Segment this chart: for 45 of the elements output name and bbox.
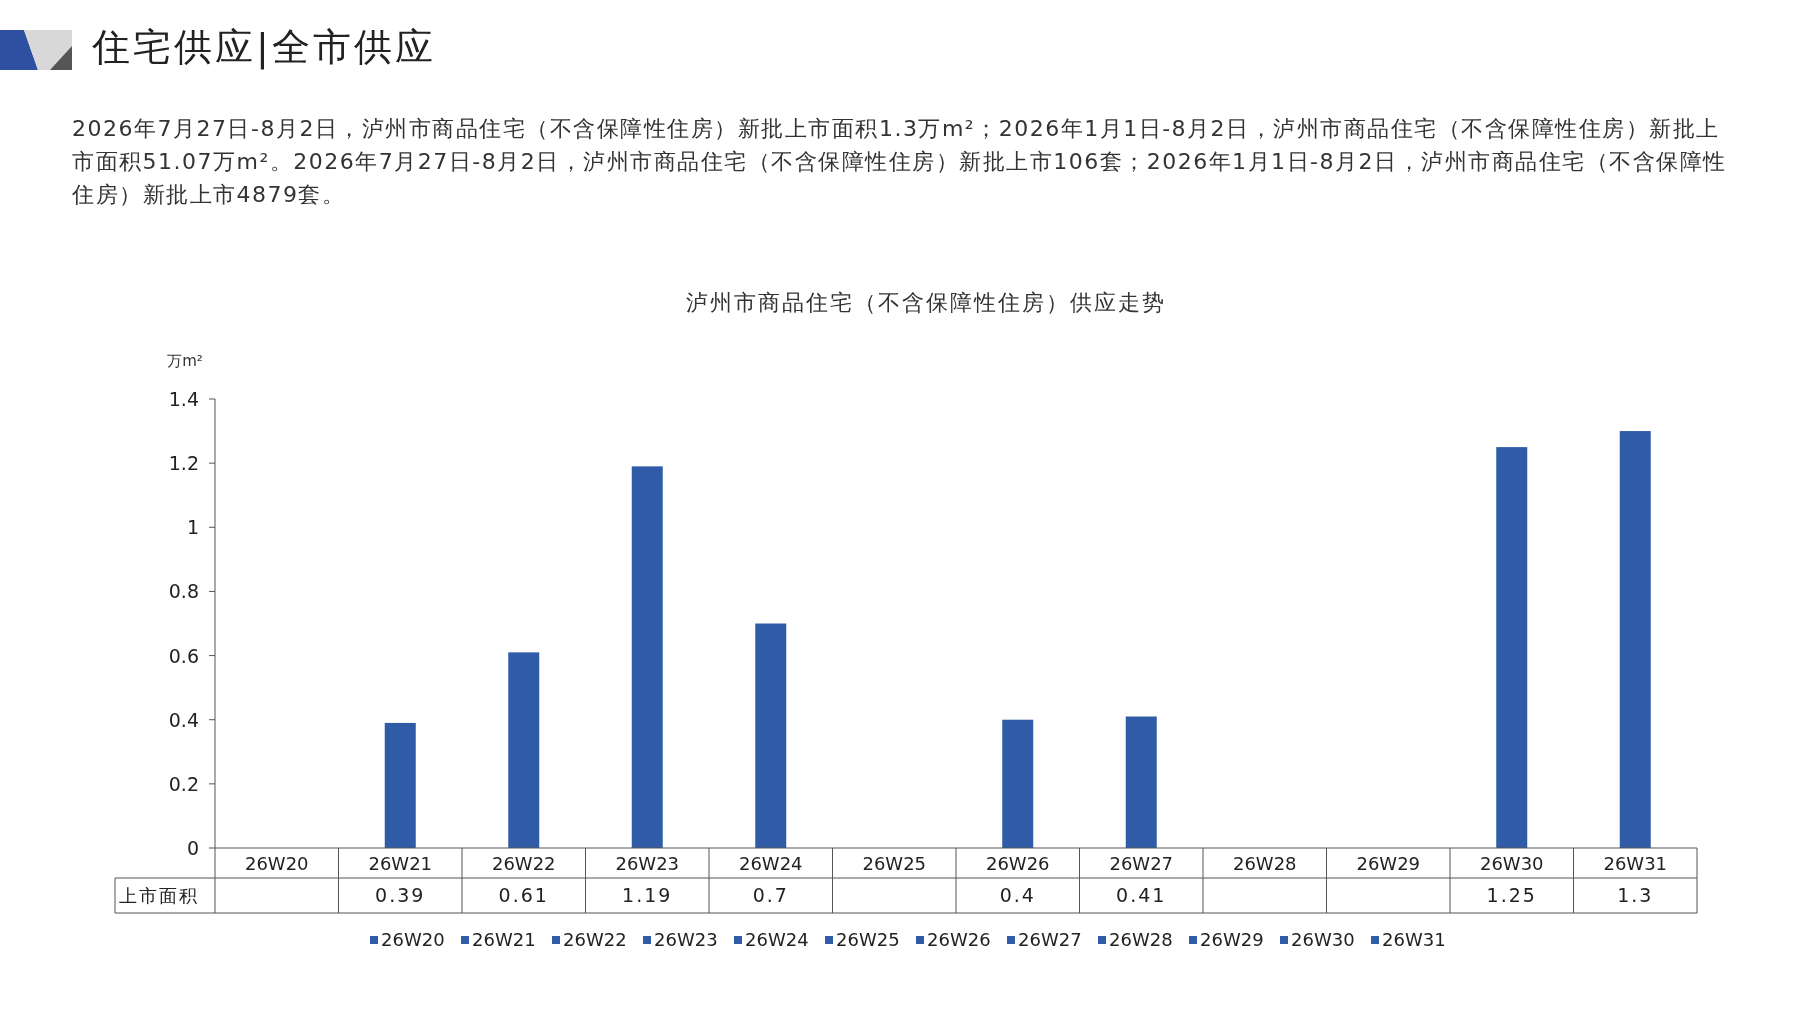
y-tick-label: 1.4 bbox=[168, 388, 199, 410]
data-label: 1.3 bbox=[1617, 884, 1654, 906]
x-tick-label: 26W29 bbox=[1356, 853, 1421, 874]
x-tick-label: 26W28 bbox=[1232, 853, 1297, 874]
y-axis-title: 万m² bbox=[167, 352, 203, 370]
data-label: 0.7 bbox=[752, 884, 789, 906]
category-label: 26W30 bbox=[1291, 929, 1355, 950]
text: 上市面积 bbox=[119, 885, 199, 906]
y-tick-label: 0.2 bbox=[168, 772, 199, 795]
category-label: 26W28 bbox=[1109, 929, 1173, 950]
x-tick-label: 26W20 bbox=[244, 853, 309, 874]
y-tick-label: 0 bbox=[186, 837, 199, 859]
category-label: 26W21 bbox=[472, 929, 536, 950]
category-label: 26W31 bbox=[1382, 929, 1446, 950]
data-label: 1.25 bbox=[1486, 884, 1537, 906]
text: 2026年7月27日-8月2日，泸州市商品住宅（不含保障性住房）新批上市面积1.3万m²；2026年1月1日-8月2日，泸州市商品住宅（不含保障性住房）新批上市面积51.07万m²。2026年7月27日-8月2日，泸州市商品住宅（不含保障性住房）新批上市106套；2026年1月1日-8月2日，泸州市商品住宅（不含保障性住房）新批上市4879套。 bbox=[72, 115, 1728, 209]
category-label: 26W29 bbox=[1200, 929, 1264, 950]
data-label: 0.39 bbox=[375, 884, 426, 906]
category-label: 26W26 bbox=[927, 929, 991, 950]
x-tick-label: 26W27 bbox=[1109, 853, 1174, 874]
x-tick-label: 26W26 bbox=[985, 853, 1050, 874]
x-tick-label: 26W25 bbox=[862, 853, 927, 874]
x-tick-label: 26W30 bbox=[1479, 853, 1544, 874]
x-tick-label: 26W22 bbox=[491, 853, 556, 874]
y-tick-label: 1.2 bbox=[168, 452, 199, 475]
category-label: 26W22 bbox=[563, 929, 627, 950]
y-tick-label: 1 bbox=[186, 516, 199, 539]
category-label: 26W20 bbox=[381, 929, 445, 950]
text: 住宅供应|全市供应 bbox=[92, 24, 436, 72]
data-label: 0.41 bbox=[1116, 884, 1167, 906]
y-tick-label: 0.8 bbox=[168, 580, 199, 603]
category-label: 26W24 bbox=[745, 929, 809, 950]
x-tick-label: 26W24 bbox=[738, 853, 803, 874]
chart-title: 泸州市商品住宅（不含保障性住房）供应走势 bbox=[686, 290, 1166, 315]
x-tick-label: 26W31 bbox=[1603, 853, 1668, 874]
x-tick-label: 26W23 bbox=[615, 853, 680, 874]
data-label: 0.4 bbox=[999, 884, 1036, 906]
y-tick-label: 0.4 bbox=[168, 708, 199, 731]
category-label: 26W23 bbox=[654, 929, 718, 950]
y-tick-label: 0.6 bbox=[168, 644, 199, 667]
x-tick-label: 26W21 bbox=[368, 853, 433, 874]
data-label: 0.61 bbox=[498, 884, 549, 906]
category-label: 26W27 bbox=[1018, 929, 1082, 950]
data-label: 1.19 bbox=[622, 884, 673, 906]
category-label: 26W25 bbox=[836, 929, 900, 950]
